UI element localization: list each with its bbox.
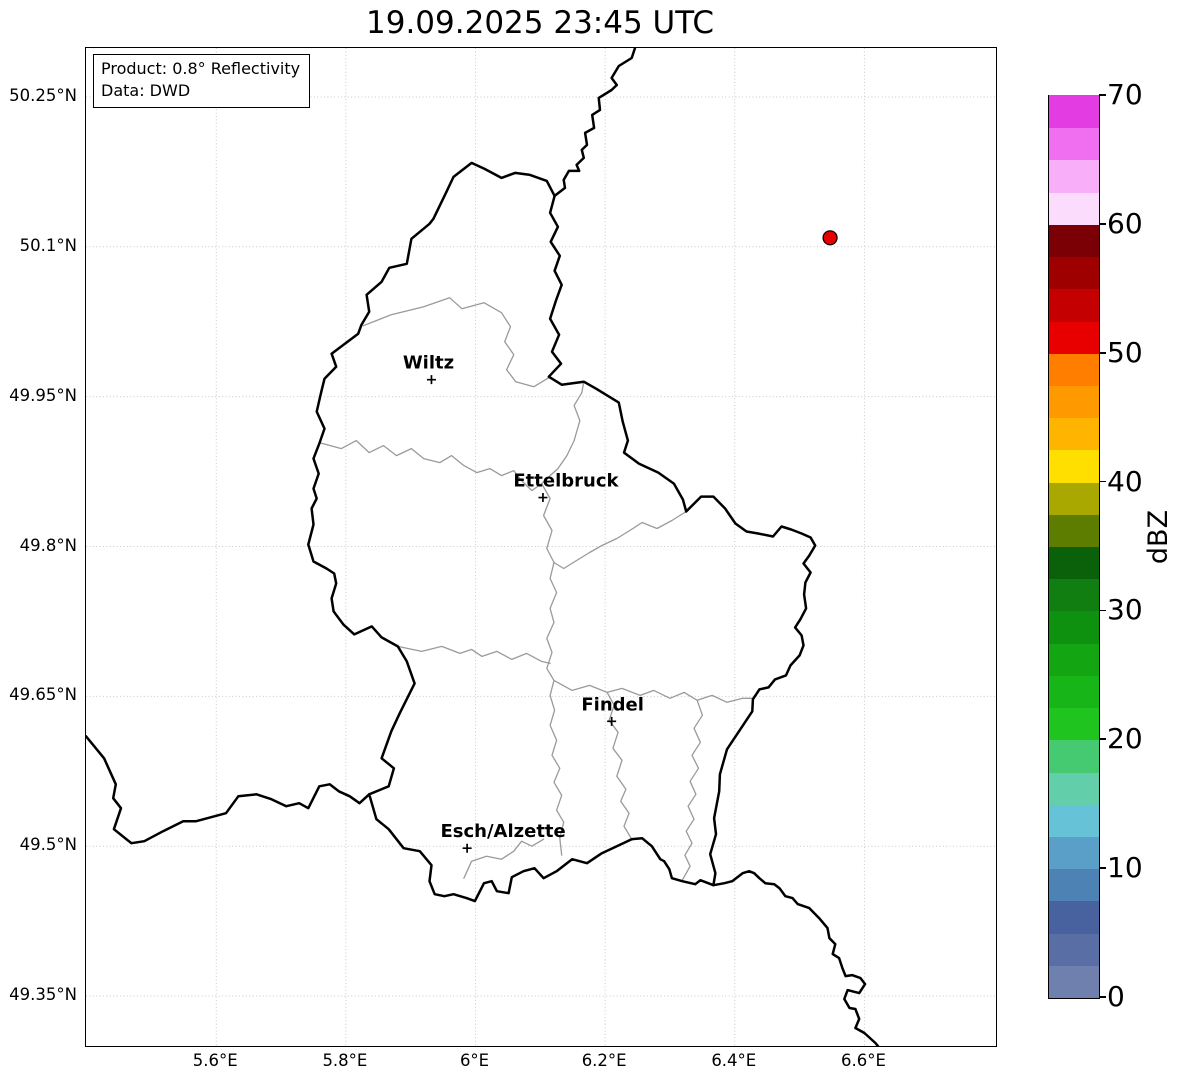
colorbar-segment (1049, 578, 1099, 612)
map-plot-area: Wiltz Ettelbruck Findel Esch/Alzette Produc… (85, 47, 997, 1047)
colorbar-tick (1099, 480, 1106, 483)
colorbar-tick (1099, 996, 1106, 998)
country-border-belgium-germany (553, 48, 637, 198)
city-label: Ettelbruck (513, 471, 619, 492)
colorbar-segment (1049, 965, 1099, 998)
colorbar-segment (1049, 514, 1099, 547)
colorbar-segment (1049, 643, 1099, 676)
country-border-france-germany (712, 869, 880, 1046)
colorbar-segment (1049, 449, 1099, 483)
country-border-france-belgium (86, 735, 371, 845)
colorbar-segment (1049, 900, 1099, 934)
colorbar-segment (1049, 192, 1099, 225)
data-source-label: Data: DWD (101, 81, 191, 100)
longitude-tick-label: 6.2°E (581, 1051, 627, 1070)
colorbar (1048, 95, 1100, 999)
longitude-tick-label: 5.8°E (322, 1051, 368, 1070)
longitude-tick-label: 6°E (459, 1051, 490, 1070)
longitude-tick-label: 5.6°E (192, 1051, 238, 1070)
colorbar-segment (1049, 417, 1099, 451)
colorbar-segment (1049, 771, 1099, 805)
latitude-tick-label: 49.5°N (19, 835, 77, 855)
colorbar-segment (1049, 481, 1099, 515)
colorbar-segment (1049, 707, 1099, 741)
colorbar-tick-label: 40 (1107, 464, 1143, 498)
colorbar-segment (1049, 739, 1099, 773)
colorbar-segment (1049, 546, 1099, 580)
page-title: 19.09.2025 23:45 UTC (366, 5, 714, 41)
latitude-tick-label: 49.95°N (9, 385, 77, 405)
colorbar-segment (1049, 127, 1099, 161)
colorbar-tick-label: 10 (1107, 851, 1143, 885)
product-info-box: Product: 0.8° Reflectivity Data: DWD (93, 54, 311, 108)
city-label: Wiltz (403, 353, 454, 374)
latitude-tick-label: 49.35°N (9, 985, 77, 1005)
district-border (362, 297, 550, 388)
longitude-tick-label: 6.4°E (711, 1051, 757, 1070)
colorbar-tick-label: 50 (1107, 335, 1143, 369)
district-border (681, 699, 704, 881)
colorbar-tick-label: 20 (1107, 722, 1143, 756)
radar-site-dot (822, 230, 838, 246)
colorbar-segment (1049, 804, 1099, 837)
colorbar-segment (1049, 675, 1099, 709)
district-border (318, 381, 585, 492)
colorbar-tick (1099, 351, 1106, 354)
colorbar-tick-label: 30 (1107, 593, 1143, 627)
district-border (553, 510, 687, 570)
district-border (463, 838, 545, 879)
latitude-tick-label: 50.25°N (9, 85, 77, 105)
colorbar-tick (1099, 223, 1106, 225)
colorbar-tick-label: 0 (1107, 980, 1125, 1013)
colorbar-tick-label: 70 (1107, 78, 1143, 111)
map-svg: Wiltz Ettelbruck Findel Esch/Alzette (86, 48, 996, 1046)
colorbar-segment (1049, 256, 1099, 290)
city-marker (426, 375, 436, 385)
product-label: Product: 0.8° Reflectivity (101, 59, 301, 78)
colorbar-segment (1049, 385, 1099, 419)
latitude-tick-label: 50.1°N (19, 235, 77, 255)
colorbar-segment (1049, 159, 1099, 193)
colorbar-tick (1099, 867, 1106, 869)
colorbar-segment (1049, 868, 1099, 902)
colorbar-segment (1049, 610, 1099, 644)
colorbar-segment (1049, 353, 1099, 386)
colorbar-segment (1049, 836, 1099, 870)
colorbar-segment (1049, 932, 1099, 966)
colorbar-tick-label: 60 (1107, 206, 1143, 240)
district-border (397, 645, 551, 665)
city-marker (462, 843, 472, 853)
district-border (553, 679, 754, 703)
colorbar-tick (1099, 738, 1106, 741)
latitude-tick-label: 49.65°N (9, 685, 77, 705)
city-marker (538, 493, 548, 503)
district-border (540, 482, 565, 856)
longitude-tick-label: 6.6°E (840, 1051, 886, 1070)
latitude-tick-label: 49.8°N (19, 535, 77, 555)
colorbar-tick (1099, 609, 1106, 612)
city-marker (607, 716, 617, 726)
colorbar-segment (1049, 95, 1099, 129)
colorbar-segment (1049, 224, 1099, 258)
colorbar-tick (1099, 94, 1106, 96)
colorbar-axis-label: dBZ (1143, 509, 1174, 565)
district-border (606, 691, 633, 840)
city-label: Esch/Alzette (440, 821, 565, 842)
country-border-luxembourg (307, 161, 817, 903)
colorbar-segment (1049, 288, 1099, 322)
colorbar-segment (1049, 320, 1099, 354)
city-label: Findel (581, 694, 644, 715)
